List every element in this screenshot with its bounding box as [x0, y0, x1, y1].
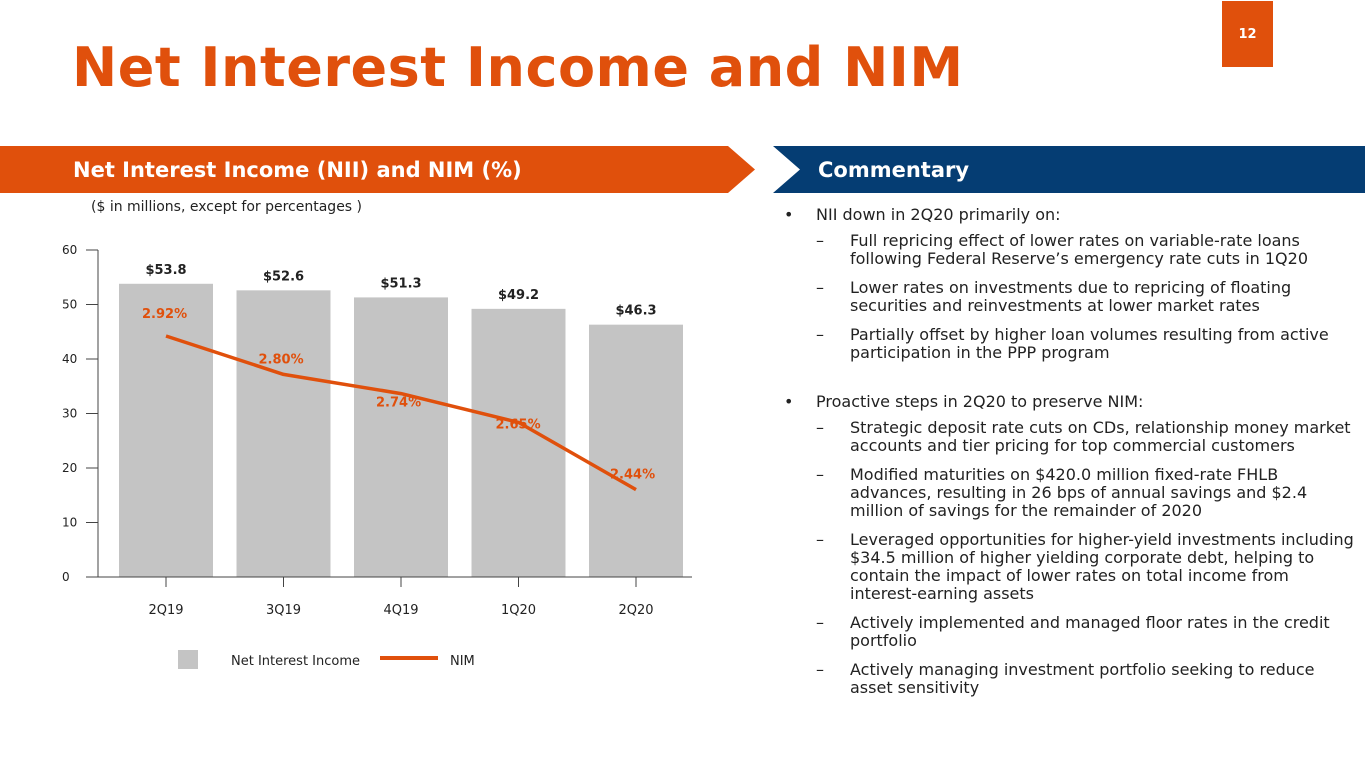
x-tick-label: 3Q19	[266, 603, 301, 618]
chart-subtitle: ($ in millions, except for percentages )	[91, 199, 363, 215]
commentary-sub-bullet: – Lower rates on investments due to repri…	[780, 279, 1360, 315]
nim-line	[165, 334, 637, 492]
x-tick-label: 4Q19	[383, 603, 418, 618]
nim-point-label: 2.65%	[496, 417, 541, 432]
nim-point-label: 2.44%	[610, 468, 655, 483]
y-tick-label: 0	[62, 570, 70, 584]
nii-bar	[471, 308, 566, 577]
y-tick-label: 40	[62, 352, 77, 366]
nim-point-label: 2.92%	[142, 307, 187, 322]
nii-bar	[589, 324, 683, 577]
nii-bar	[119, 283, 213, 577]
commentary-spacer	[780, 373, 1360, 393]
commentary-sub-bullet: – Actively managing investment portfolio …	[780, 661, 1360, 697]
dash-icon: –	[816, 530, 824, 549]
commentary-sub-bullet: – Leveraged opportunities for higher-yiel…	[780, 531, 1360, 603]
y-tick-label: 10	[62, 516, 77, 530]
commentary-sub-bullet: – Modified maturities on $420.0 million f…	[780, 466, 1360, 520]
commentary-sub-bullet: – Strategic deposit rate cuts on CDs, rel…	[780, 419, 1360, 455]
commentary-sub-bullet-text: Full repricing effect of lower rates on …	[850, 231, 1309, 268]
nii-bar-label: $53.8	[145, 263, 186, 278]
commentary-sub-bullet-text: Actively implemented and managed floor r…	[850, 613, 1330, 650]
commentary-bullet-text: Proactive steps in 2Q20 to preserve NIM:	[816, 392, 1144, 411]
page-title: Net Interest Income and NIM	[72, 36, 964, 99]
commentary-sub-bullet: – Actively implemented and managed floor …	[780, 614, 1360, 650]
dash-icon: –	[816, 465, 824, 484]
commentary-sub-bullet-text: Modified maturities on $420.0 million fi…	[850, 465, 1308, 520]
bullet-icon: •	[784, 392, 794, 411]
dash-icon: –	[816, 231, 824, 250]
chart-section-banner: Net Interest Income (NII) and NIM (%)	[0, 146, 755, 193]
nii-bar-label: $52.6	[263, 269, 304, 284]
page-number: 12	[1222, 1, 1273, 67]
chart-section-heading: Net Interest Income (NII) and NIM (%)	[73, 157, 522, 182]
commentary-sub-bullet: – Partially offset by higher loan volumes…	[780, 326, 1360, 362]
x-tick-label: 1Q20	[501, 603, 536, 618]
nii-bar	[236, 290, 331, 577]
y-tick-label: 20	[62, 461, 77, 475]
commentary-sub-bullet-text: Lower rates on investments due to repric…	[850, 278, 1292, 315]
nim-point-label: 2.74%	[376, 396, 421, 411]
commentary-sub-bullet-text: Strategic deposit rate cuts on CDs, rela…	[850, 418, 1351, 455]
commentary-sub-bullet-text: Leveraged opportunities for higher-yield…	[850, 530, 1354, 603]
bullet-icon: •	[784, 205, 794, 224]
legend-nii-swatch	[178, 650, 198, 669]
dash-icon: –	[816, 325, 824, 344]
y-tick-label: 60	[62, 243, 77, 257]
commentary-sub-bullet-text: Actively managing investment portfolio s…	[850, 660, 1315, 697]
commentary-list: • NII down in 2Q20 primarily on: – Full rep…	[780, 206, 1360, 708]
dash-icon: –	[816, 613, 824, 632]
commentary-bullet: • Proactive steps in 2Q20 to preserve NIM…	[780, 393, 1360, 411]
dash-icon: –	[816, 278, 824, 297]
dash-icon: –	[816, 660, 824, 679]
commentary-sub-bullet: – Full repricing effect of lower rates on…	[780, 232, 1360, 268]
nii-bar-label: $46.3	[615, 304, 656, 319]
nii-bar	[354, 297, 448, 577]
x-tick-label: 2Q19	[148, 603, 183, 618]
nii-nim-chart: 0 10 20 30 40 50 60 $53.8 $52.6 $51.3 $49.2 $46.3 2Q…	[62, 243, 692, 669]
nii-bar-label: $49.2	[498, 288, 539, 303]
commentary-bullet: • NII down in 2Q20 primarily on:	[780, 206, 1360, 224]
nii-bar-label: $51.3	[380, 276, 421, 291]
commentary-sub-bullet-text: Partially offset by higher loan volumes …	[850, 325, 1329, 362]
y-tick-label: 50	[62, 298, 77, 312]
y-tick-label: 30	[62, 407, 77, 421]
commentary-section-heading: Commentary	[818, 157, 970, 182]
x-tick-label: 2Q20	[618, 603, 653, 618]
commentary-section-banner: Commentary	[773, 146, 1365, 193]
commentary-bullet-text: NII down in 2Q20 primarily on:	[816, 205, 1061, 224]
legend-nim-label: NIM	[450, 654, 475, 669]
dash-icon: –	[816, 418, 824, 437]
nim-point-label: 2.80%	[259, 352, 304, 367]
legend-nii-label: Net Interest Income	[231, 654, 360, 669]
